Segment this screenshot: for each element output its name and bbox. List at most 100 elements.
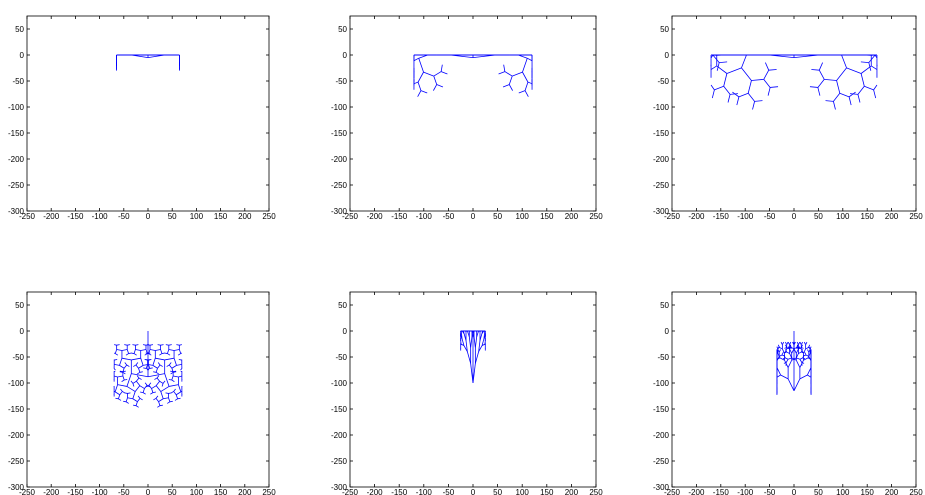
tree-branch xyxy=(723,73,728,87)
tree-branch xyxy=(159,404,163,407)
y-tick-label: -300 xyxy=(653,483,670,492)
y-tick-label: -100 xyxy=(331,103,348,112)
x-tick-label: -250 xyxy=(19,488,36,495)
y-tick-label: -300 xyxy=(331,207,348,216)
tree-branch xyxy=(127,392,131,394)
tree-branch xyxy=(864,85,874,91)
tree-branch xyxy=(796,344,799,348)
tree-branch xyxy=(114,384,118,392)
tree-branch xyxy=(179,344,182,346)
tree-branch xyxy=(151,388,154,393)
tree-branch xyxy=(173,388,176,392)
tree-branch xyxy=(142,344,147,346)
x-tick-label: -200 xyxy=(688,488,705,495)
tree-branch xyxy=(154,377,158,380)
tree-branch xyxy=(148,384,152,389)
tree-branch xyxy=(841,54,847,69)
tree-branch xyxy=(137,371,141,375)
tree-branch xyxy=(125,401,129,404)
tree-branch xyxy=(168,364,173,369)
tree-branch xyxy=(807,374,812,378)
tree-branch xyxy=(787,360,793,368)
tree-branch xyxy=(752,101,755,110)
tree-branch xyxy=(805,347,809,350)
tree-branch xyxy=(799,374,808,380)
x-tick-label: -50 xyxy=(443,212,455,221)
tree-branch xyxy=(113,368,116,371)
tree-branch xyxy=(860,61,869,63)
y-tick-label: -250 xyxy=(653,457,670,466)
axes-frame xyxy=(671,15,917,212)
x-tick-label: -250 xyxy=(664,488,681,495)
tree-branch xyxy=(146,384,150,388)
tree-branch xyxy=(125,397,128,402)
tree-branch xyxy=(123,400,127,403)
x-tick-label: 200 xyxy=(238,488,252,495)
tree-branch xyxy=(152,391,156,393)
fractal-tree-series xyxy=(116,54,180,71)
tree-branch xyxy=(127,344,131,346)
tree-branch xyxy=(140,349,147,351)
tree-branch xyxy=(800,349,803,353)
tree-branch xyxy=(176,391,182,396)
tree-branch xyxy=(714,85,724,91)
tree-branch xyxy=(168,379,172,381)
tree-branch xyxy=(779,354,783,357)
x-tick-label: -200 xyxy=(367,212,384,221)
tree-branch xyxy=(441,71,448,75)
tree-branch xyxy=(160,349,163,354)
tree-branch xyxy=(119,370,123,373)
tree-branch xyxy=(114,363,120,366)
tree-branch xyxy=(136,375,140,379)
y-tick-label: -100 xyxy=(653,103,670,112)
tree-branch xyxy=(173,371,177,373)
tree-branch xyxy=(161,383,164,387)
tree-branch xyxy=(849,93,858,95)
tree-branch xyxy=(144,353,148,356)
y-tick-label: -200 xyxy=(8,431,25,440)
tree-branch xyxy=(156,375,160,379)
tree-branch xyxy=(115,353,119,356)
tree-branch xyxy=(460,343,465,347)
tree-branch xyxy=(148,353,152,356)
x-tick-label: -250 xyxy=(19,212,36,221)
tree-branch xyxy=(789,348,793,354)
tree-branch xyxy=(162,380,166,384)
tree-branch xyxy=(161,352,165,354)
tree-branch xyxy=(173,370,177,373)
tree-branch xyxy=(417,71,424,83)
tree-branch xyxy=(149,344,154,346)
tree-branch xyxy=(857,94,861,103)
tree-branch xyxy=(712,54,720,63)
x-tick-label: 200 xyxy=(885,212,899,221)
tree-branch xyxy=(795,360,801,368)
x-tick-label: -150 xyxy=(391,212,408,221)
tree-branch xyxy=(157,344,161,346)
tree-branch xyxy=(803,341,806,345)
tree-branch xyxy=(763,79,771,88)
tree-branch xyxy=(780,341,783,345)
tree-branch xyxy=(114,349,118,354)
tree-branch xyxy=(167,353,171,356)
tree-branch xyxy=(119,371,123,373)
tree-branch xyxy=(157,362,161,366)
tree-branch xyxy=(128,352,132,354)
x-tick-label: 0 xyxy=(146,212,151,221)
tree-branch xyxy=(137,395,141,399)
tree-branch xyxy=(167,401,171,404)
x-tick-label: 50 xyxy=(493,212,502,221)
tree-branch xyxy=(483,332,486,339)
tree-branch xyxy=(135,364,139,369)
tree-branch xyxy=(726,67,742,74)
tree-branch xyxy=(450,54,474,58)
tree-branch xyxy=(789,344,792,348)
tree-branch xyxy=(155,385,162,392)
tree-branch xyxy=(131,357,141,361)
tree-branch xyxy=(776,367,781,376)
y-tick-label: -150 xyxy=(653,129,670,138)
tree-branch xyxy=(767,87,771,96)
tree-branch xyxy=(145,344,150,346)
x-tick-label: 50 xyxy=(814,488,823,495)
x-tick-label: 100 xyxy=(836,488,850,495)
tree-branch xyxy=(836,67,847,81)
